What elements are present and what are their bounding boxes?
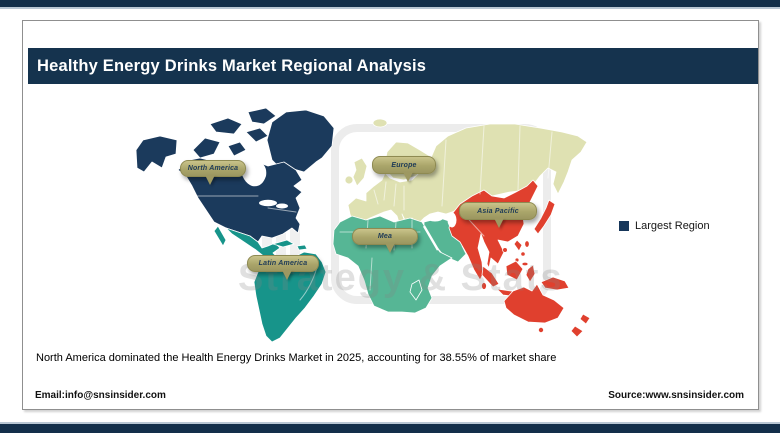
legend-swatch-icon <box>619 221 629 231</box>
callout-north-america: North America <box>180 160 246 185</box>
callout-mea: Mea <box>352 228 418 253</box>
infographic-frame: Healthy Energy Drinks Market Regional An… <box>22 20 759 410</box>
callout-latin-america-label: Latin America <box>258 260 308 267</box>
callout-tail-icon <box>403 172 413 187</box>
callout-latin-america: Latin America <box>247 255 319 280</box>
callout-europe: Europe <box>372 156 436 182</box>
seas <box>422 212 457 251</box>
callout-asia-pacific-label: Asia Pacific <box>477 207 519 215</box>
callout-tail-icon <box>282 270 292 285</box>
callout-tail-icon <box>205 175 215 190</box>
legend-label: Largest Region <box>635 220 710 232</box>
page-title: Healthy Energy Drinks Market Regional An… <box>37 56 427 75</box>
legend: Largest Region <box>619 220 710 232</box>
callout-north-america-label: North America <box>187 165 239 172</box>
callout-tail-icon <box>385 243 395 258</box>
callout-tail-icon <box>494 218 504 233</box>
callout-asia-pacific: Asia Pacific <box>459 202 537 228</box>
callout-mea-label: Mea <box>377 233 393 240</box>
footer-email: Email:info@snsinsider.com <box>35 390 166 401</box>
bottom-accent-bar <box>0 424 780 433</box>
top-accent-edge <box>0 7 780 9</box>
title-bar: Healthy Energy Drinks Market Regional An… <box>28 48 758 84</box>
callout-europe-label: Europe <box>391 161 417 169</box>
footer-source: Source:www.snsinsider.com <box>608 390 744 401</box>
summary-text: North America dominated the Health Energ… <box>36 352 557 364</box>
bottom-accent-edge <box>0 422 780 424</box>
top-accent-bar <box>0 0 780 7</box>
